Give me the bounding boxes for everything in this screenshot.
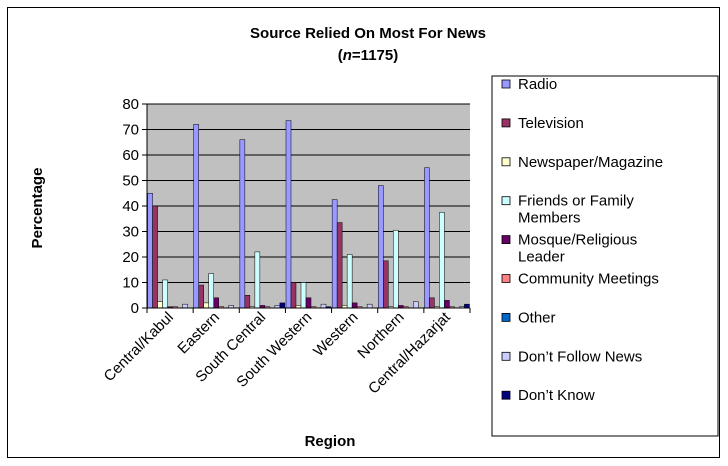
subtitle-n: n [343, 47, 352, 64]
y-tick-label: 50 [122, 173, 139, 190]
bar [244, 295, 251, 309]
bar [464, 303, 470, 309]
legend-label: Community Meetings [518, 271, 659, 288]
legend [491, 75, 719, 437]
bar [444, 300, 450, 309]
legend-label: Friends or Family Members [518, 193, 634, 227]
chart-subtitle: (n=1175) [338, 47, 398, 64]
bar [147, 193, 153, 309]
legend-items: Radio Television Newspaper/Magazine Friends… [501, 76, 663, 404]
legend-swatch [501, 390, 511, 400]
bar [439, 212, 445, 309]
bar [239, 139, 246, 309]
legend-swatch [501, 118, 511, 128]
bar [198, 284, 204, 309]
bar [254, 251, 261, 309]
bar [182, 303, 188, 309]
subtitle-count: =1175 [352, 47, 393, 64]
bar [203, 302, 209, 309]
legend-swatch [501, 157, 511, 167]
y-tick-label: 10 [122, 275, 139, 292]
bar [336, 222, 343, 309]
legend-label: Don’t Follow News [518, 348, 642, 365]
bar [157, 301, 163, 309]
legend-label: Television [518, 115, 584, 132]
bar [424, 167, 430, 309]
y-tick-label: 70 [122, 122, 139, 139]
bar [413, 301, 419, 309]
bar [152, 205, 158, 309]
bar [429, 297, 435, 309]
legend-swatch [501, 79, 511, 89]
bar [320, 303, 327, 309]
bar [300, 282, 307, 309]
y-tick-label: 40 [122, 198, 139, 215]
chart-title: Source Relied On Most For News [250, 25, 486, 42]
legend-swatch [501, 196, 511, 206]
legend-swatch [501, 312, 511, 322]
bar [279, 302, 286, 309]
bar [213, 297, 219, 309]
bar [162, 279, 168, 309]
legend-label: Mosque/Religious Leader [518, 232, 637, 266]
bar [351, 302, 358, 309]
legend-swatch [501, 235, 511, 245]
legend-swatch [501, 274, 511, 283]
legend-label: Other [518, 309, 556, 326]
bar [366, 303, 373, 309]
x-axis-label: Region [305, 433, 356, 450]
bar [285, 120, 292, 309]
bar [290, 282, 297, 309]
legend-label: Newspaper/Magazine [518, 154, 663, 171]
y-tick-label: 60 [122, 147, 139, 164]
bar [346, 254, 353, 309]
bar [208, 273, 214, 309]
y-axis-label: Percentage [29, 168, 46, 249]
bar [378, 185, 384, 309]
bar [193, 124, 199, 309]
legend-label: Don’t Know [518, 387, 595, 404]
y-tick-label: 30 [122, 224, 139, 241]
bar [331, 199, 338, 309]
y-tick-label: 20 [122, 249, 139, 266]
legend-label: Radio [518, 76, 557, 93]
legend-swatch [501, 351, 511, 361]
bar [393, 229, 399, 309]
y-tick-label: 0 [131, 300, 139, 317]
bar [383, 260, 389, 309]
bar [305, 297, 312, 309]
y-tick-label: 80 [122, 96, 139, 113]
